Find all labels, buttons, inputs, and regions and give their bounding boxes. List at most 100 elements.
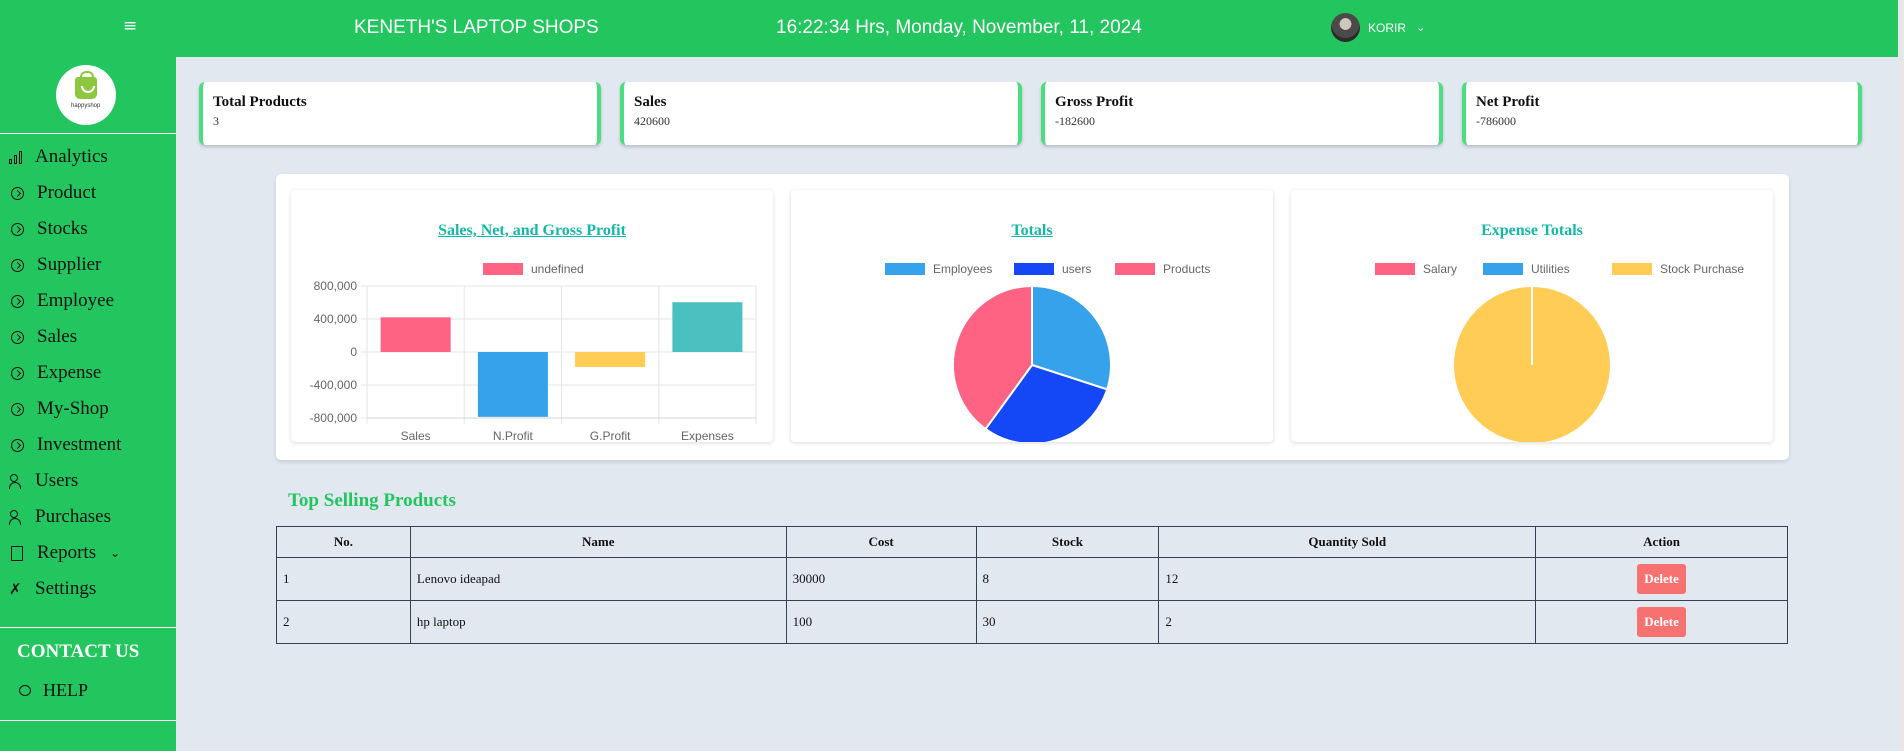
legend-label: users (1062, 262, 1091, 276)
table-row: 2 hp laptop 100 30 2 Delete (276, 600, 1788, 644)
help-link[interactable]: HELP (19, 680, 88, 701)
table-cell: 8 (975, 557, 1160, 601)
sidebar: happyshop Analytics Product Stocks Suppl… (0, 57, 176, 751)
table-cell: hp laptop (409, 600, 787, 644)
table-cell: 100 (785, 600, 977, 644)
people-icon (9, 509, 26, 526)
y-tick-label: 800,000 (314, 279, 358, 293)
pie-slice (984, 363, 1109, 442)
totals-pie-card: Totals Employees users Products (791, 190, 1273, 442)
sidebar-item-expense[interactable]: Expense (0, 355, 176, 391)
table-cell: 2 (276, 600, 411, 644)
circle-arrow-icon (11, 366, 24, 380)
chart-title[interactable]: Totals (1011, 222, 1053, 239)
shop-name: KENETH'S LAPTOP SHOPS (354, 17, 599, 38)
circle-arrow-icon (11, 258, 24, 272)
pie-slice (1031, 284, 1112, 391)
kpi-card-sales: Sales 420600 (620, 82, 1022, 145)
delete-button[interactable]: Delete (1637, 564, 1686, 594)
circle-arrow-icon (11, 222, 24, 236)
sidebar-item-label: Purchases (35, 506, 111, 527)
x-tick-label: G.Profit (590, 429, 631, 442)
table-cell: 30 (975, 600, 1160, 644)
kpi-label: Gross Profit (1055, 94, 1134, 110)
user-menu[interactable]: KORIR ⌄ (1331, 13, 1425, 42)
sidebar-item-product[interactable]: Product (0, 175, 176, 211)
sidebar-item-settings[interactable]: ✗ Settings (0, 571, 176, 607)
legend-swatch (1014, 263, 1054, 275)
kpi-label: Total Products (213, 94, 307, 110)
sidebar-item-label: Expense (37, 362, 102, 383)
bar (380, 317, 451, 352)
circle-arrow-icon (11, 402, 24, 416)
table-cell: Delete (1535, 557, 1788, 601)
sidebar-item-users[interactable]: Users (0, 463, 176, 499)
legend-swatch (1612, 263, 1652, 275)
sidebar-item-label: Analytics (35, 146, 108, 167)
kpi-label: Sales (634, 94, 667, 110)
logo[interactable]: happyshop (56, 65, 116, 125)
delete-button[interactable]: Delete (1637, 607, 1686, 637)
hamburger-menu-icon[interactable]: ≡ (123, 16, 138, 36)
bar-chart-icon (9, 150, 26, 164)
kpi-value: -182600 (1055, 114, 1095, 128)
contact-us-heading: CONTACT US (17, 641, 140, 662)
sidebar-item-analytics[interactable]: Analytics (0, 139, 176, 175)
kpi-value: -786000 (1476, 114, 1516, 128)
kpi-card-gross-profit: Gross Profit -182600 (1041, 82, 1443, 145)
kpi-value: 3 (213, 114, 219, 128)
table-cell: 30000 (785, 557, 977, 601)
sidebar-item-employee[interactable]: Employee (0, 283, 176, 319)
chart-title[interactable]: Sales, Net, and Gross Profit (438, 222, 626, 239)
sidebar-item-label: Users (35, 470, 79, 491)
table-cell: 12 (1158, 557, 1537, 601)
x-tick-label: Sales (401, 429, 431, 442)
datetime-display: 16:22:34 Hrs, Monday, November, 11, 2024 (776, 17, 1142, 38)
table-cell: 1 (276, 557, 411, 601)
bar (575, 352, 646, 368)
user-name: KORIR (1368, 20, 1407, 35)
column-header: No. (276, 526, 411, 558)
sidebar-item-investment[interactable]: Investment (0, 427, 176, 463)
y-tick-label: 400,000 (314, 312, 358, 326)
sidebar-item-purchases[interactable]: Purchases (0, 499, 176, 535)
column-header: Action (1535, 526, 1788, 558)
legend-label: Salary (1423, 262, 1457, 276)
logo-text: happyshop (71, 103, 101, 109)
charts-panel: Sales, Net, and Gross Profit undefined 80… (276, 174, 1789, 460)
column-header: Stock (975, 526, 1160, 558)
legend-label: Employees (933, 262, 992, 276)
sidebar-item-reports[interactable]: Reports ⌄ (0, 535, 176, 571)
sidebar-item-sales[interactable]: Sales (0, 319, 176, 355)
expense-pie-card: Expense Totals Salary Utilities Stock Purc… (1291, 190, 1773, 442)
y-tick-label: -800,000 (310, 411, 358, 425)
sidebar-item-my-shop[interactable]: My-Shop (0, 391, 176, 427)
chevron-down-icon: ⌄ (1416, 22, 1426, 34)
bar-chart: undefined 800,000 400,000 0 -400,000 -800,000… (310, 262, 757, 442)
logo-area: happyshop (0, 57, 176, 134)
circle-arrow-icon (11, 438, 24, 452)
column-header: Name (409, 526, 787, 558)
divider (0, 720, 176, 721)
sidebar-item-label: Supplier (37, 254, 102, 275)
pie-slice (952, 284, 1033, 431)
table-row: 1 Lenovo ideapad 30000 8 12 Delete (276, 557, 1788, 601)
top-selling-table: No. Name Cost Stock Quantity Sold Action… (276, 526, 1788, 644)
sidebar-item-supplier[interactable]: Supplier (0, 247, 176, 283)
table-cell: Delete (1535, 600, 1788, 644)
sidebar-item-stocks[interactable]: Stocks (0, 211, 176, 247)
scrollbar[interactable] (1898, 0, 1904, 751)
totals-pie-chart: Employees users Products (885, 262, 1210, 442)
shopping-bag-icon (75, 71, 97, 99)
people-icon (9, 473, 26, 490)
top-bar: ≡ KENETH'S LAPTOP SHOPS 16:22:34 Hrs, Mo… (0, 0, 1898, 57)
sidebar-nav: Analytics Product Stocks Supplier Employ… (0, 139, 176, 607)
kpi-card-net-profit: Net Profit -786000 (1462, 82, 1862, 145)
x-tick-label: N.Profit (493, 429, 534, 442)
sidebar-item-label: Investment (37, 434, 122, 455)
bar (672, 302, 743, 352)
chevron-down-icon[interactable]: ⌄ (110, 546, 121, 560)
x-tick-label: Expenses (681, 429, 734, 442)
kpi-value: 420600 (634, 114, 670, 128)
legend-label: Utilities (1531, 262, 1570, 276)
